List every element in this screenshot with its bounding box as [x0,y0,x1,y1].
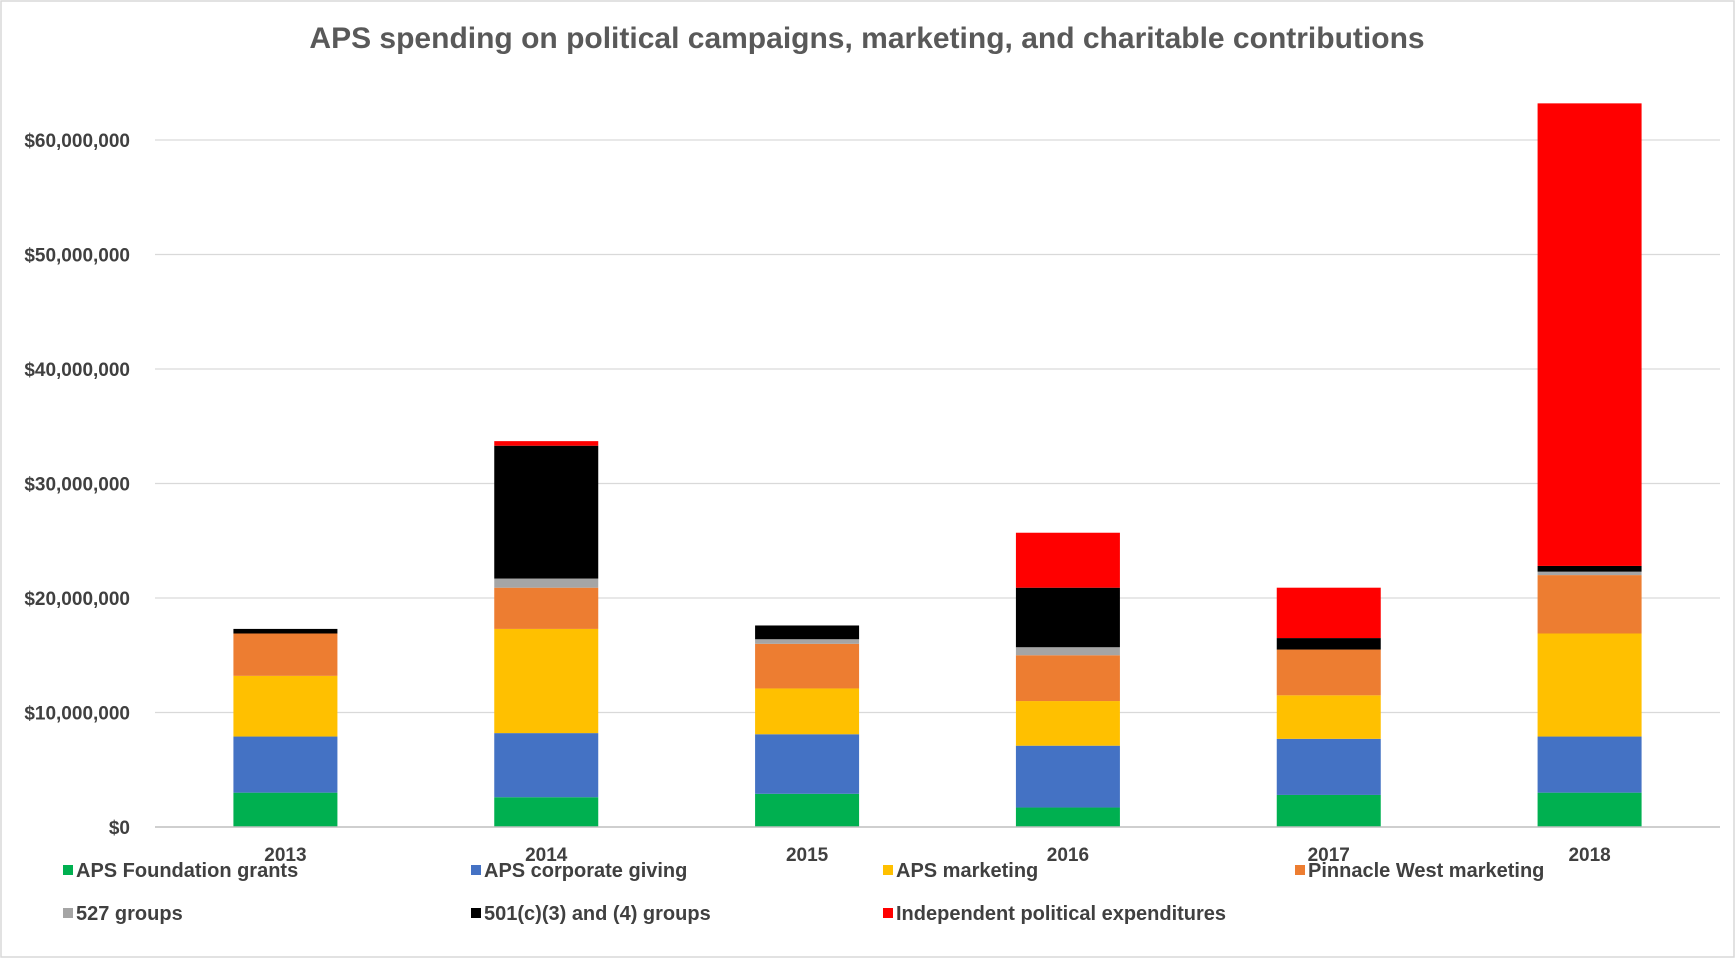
bar-segment [755,625,860,640]
bar-segment [233,675,338,737]
bar-segment [1537,571,1642,576]
y-tick-label: $60,000,000 [24,131,130,152]
legend-item: Independent political expenditures [883,903,1226,925]
bar-segment [755,643,860,689]
legend-label: APS Foundation grants [76,860,298,882]
bar-segment [494,587,599,629]
bar-segment [1537,633,1642,737]
x-tick-label: 2016 [1047,845,1089,866]
legend: APS Foundation grants APS corporate givin… [63,860,1544,925]
bar-segment [494,628,599,734]
bar-segment [494,797,599,827]
x-tick-label: 2013 [264,845,306,866]
legend-item: APS Foundation grants [63,860,298,882]
y-tick-label: $0 [109,818,130,839]
bar-segment [494,578,599,588]
bar-segment [1015,807,1120,827]
bar-segment [1015,655,1120,702]
bar-segment [233,792,338,827]
bar-stack-2018 [1537,103,1642,827]
bar-segment [1537,103,1642,566]
y-tick-label: $50,000,000 [24,246,130,267]
legend-item: 501(c)(3) and (4) groups [471,903,711,925]
legend-label: 501(c)(3) and (4) groups [484,903,711,925]
bar-segment [494,733,599,798]
bars [233,103,1642,827]
bar-segment [1276,638,1381,650]
bar-segment [1537,792,1642,827]
legend-item: APS corporate giving [471,860,687,882]
bar-segment [494,445,599,579]
bar-segment [1537,736,1642,793]
bar-segment [1276,695,1381,739]
bar-stack-2016 [1015,532,1120,827]
x-tick-label: 2015 [786,845,829,866]
x-tick-label: 2017 [1308,845,1350,866]
legend-swatch [883,908,893,918]
bar-stack-2017 [1276,587,1381,827]
y-tick-label: $30,000,000 [24,475,130,496]
legend-item: Pinnacle West marketing [1295,860,1544,882]
legend-swatch [471,865,481,875]
bar-segment [1276,587,1381,639]
x-axis-category-labels: 2013 2014 2015 2016 2017 2018 [264,845,1610,866]
bar-segment [755,639,860,644]
bar-segment [1015,745,1120,808]
bar-stack-2013 [233,628,338,827]
bar-segment [1015,587,1120,648]
bar-segment [1537,575,1642,634]
bar-segment [494,441,599,446]
bar-segment [1537,565,1642,572]
bar-segment [1276,794,1381,827]
x-tick-label: 2014 [525,845,568,866]
y-axis-tick-labels: $0 $10,000,000 $20,000,000 $30,000,000 $40,0… [24,131,130,839]
legend-label: Pinnacle West marketing [1308,860,1544,882]
legend-label: APS marketing [896,860,1038,882]
y-tick-label: $10,000,000 [24,704,130,725]
bar-segment [233,628,338,634]
bar-segment [755,688,860,735]
bar-segment [233,736,338,793]
legend-swatch [63,865,73,875]
legend-label: 527 groups [76,903,183,925]
legend-label: APS corporate giving [484,860,687,882]
bar-stack-2015 [755,625,860,827]
chart-title: APS spending on political campaigns, mar… [309,22,1424,55]
bar-segment [755,734,860,794]
legend-swatch [883,865,893,875]
legend-swatch [63,908,73,918]
legend-label: Independent political expenditures [896,903,1226,925]
y-tick-label: $40,000,000 [24,360,130,381]
x-tick-label: 2018 [1568,845,1610,866]
legend-swatch [1295,865,1305,875]
legend-item: 527 groups [63,903,183,925]
bar-segment [755,793,860,827]
y-tick-label: $20,000,000 [24,589,130,610]
bar-segment [1015,532,1120,588]
bar-stack-2014 [494,441,599,827]
bar-segment [1276,738,1381,795]
legend-swatch [471,908,481,918]
bar-segment [1276,649,1381,696]
bar-segment [1015,701,1120,746]
legend-item: APS marketing [883,860,1038,882]
bar-segment [233,633,338,676]
gridlines [155,139,1720,714]
bar-segment [1015,647,1120,656]
